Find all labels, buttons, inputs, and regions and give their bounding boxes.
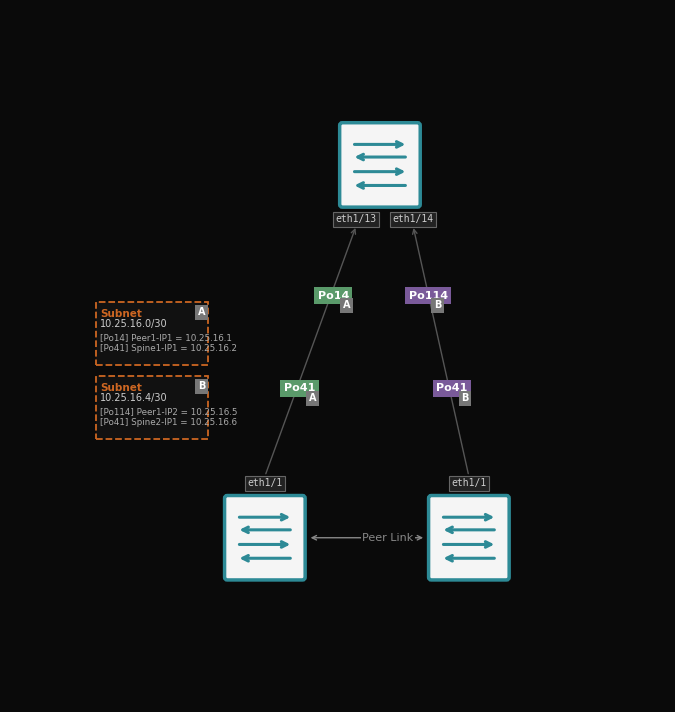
FancyBboxPatch shape	[96, 376, 209, 439]
Text: [Po41] Spine1-IP1 = 10.25.16.2: [Po41] Spine1-IP1 = 10.25.16.2	[100, 344, 237, 353]
Text: Peer Link: Peer Link	[362, 533, 413, 543]
Text: Subnet: Subnet	[100, 308, 142, 318]
FancyBboxPatch shape	[225, 496, 305, 580]
Text: eth1/1: eth1/1	[452, 478, 487, 488]
Text: Po14: Po14	[318, 290, 349, 300]
Text: [Po14] Peer1-IP1 = 10.25.16.1: [Po14] Peer1-IP1 = 10.25.16.1	[100, 334, 232, 342]
Text: [Po114] Peer1-IP2 = 10.25.16.5: [Po114] Peer1-IP2 = 10.25.16.5	[100, 407, 238, 417]
Text: Po114: Po114	[408, 290, 448, 300]
FancyBboxPatch shape	[429, 496, 509, 580]
Text: 10.25.16.4/30: 10.25.16.4/30	[100, 393, 167, 403]
Text: A: A	[198, 308, 205, 318]
Text: eth1/14: eth1/14	[392, 214, 433, 224]
Text: B: B	[198, 382, 205, 392]
FancyBboxPatch shape	[340, 122, 421, 207]
Text: A: A	[309, 393, 317, 403]
Text: [Po41] Spine2-IP1 = 10.25.16.6: [Po41] Spine2-IP1 = 10.25.16.6	[100, 418, 237, 427]
FancyBboxPatch shape	[96, 302, 209, 365]
Text: 10.25.16.0/30: 10.25.16.0/30	[100, 319, 167, 329]
Text: B: B	[461, 393, 468, 403]
Text: Po41: Po41	[284, 384, 315, 394]
Text: eth1/1: eth1/1	[247, 478, 282, 488]
Text: B: B	[434, 300, 441, 310]
Text: Subnet: Subnet	[100, 382, 142, 392]
Text: Po41: Po41	[436, 384, 468, 394]
Text: eth1/13: eth1/13	[336, 214, 377, 224]
Text: A: A	[343, 300, 350, 310]
